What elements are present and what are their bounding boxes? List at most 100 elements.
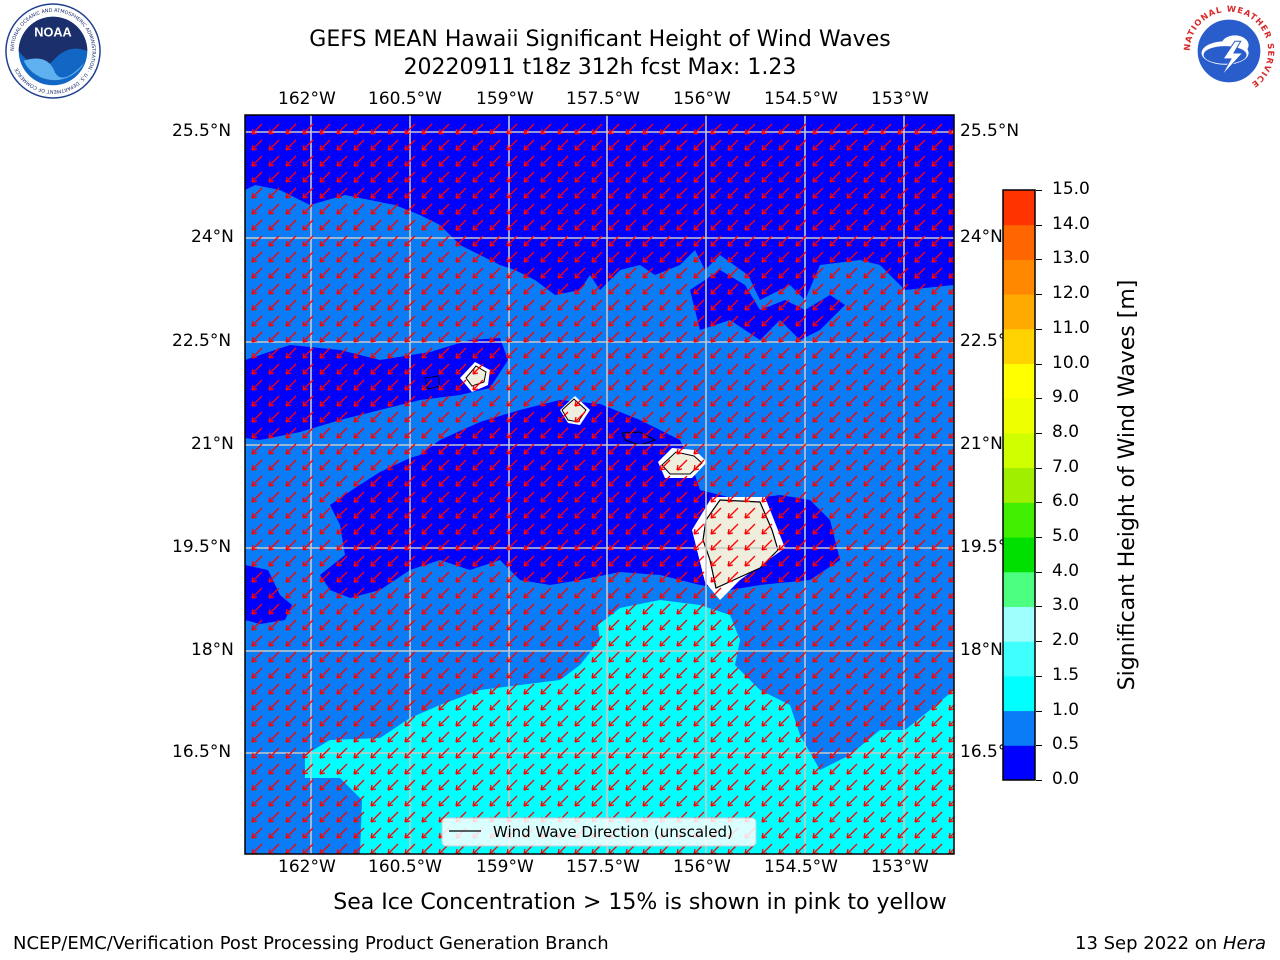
wind-wave-arrow: [404, 555, 416, 567]
wind-wave-arrow: [846, 779, 858, 791]
wind-wave-arrow: [302, 427, 314, 439]
wind-wave-arrow: [846, 379, 858, 391]
wind-wave-arrow: [336, 731, 348, 743]
wind-wave-arrow: [251, 395, 263, 407]
wind-wave-arrow: [642, 219, 654, 231]
colorbar-tick-label: 6.0: [1052, 491, 1080, 512]
wind-wave-arrow: [676, 587, 688, 599]
wind-wave-arrow: [659, 315, 671, 327]
wind-wave-arrow: [489, 779, 501, 791]
lat-label-left: 22.5°N: [172, 331, 232, 351]
wind-wave-arrow: [693, 267, 705, 279]
wind-wave-arrow: [812, 443, 824, 455]
wind-wave-arrow: [336, 379, 348, 391]
wind-wave-arrow: [319, 603, 331, 615]
wind-wave-arrow: [948, 704, 954, 711]
wind-wave-arrow: [506, 267, 518, 279]
wind-wave-arrow: [268, 203, 280, 215]
wind-wave-arrow: [727, 139, 739, 151]
wind-wave-arrow: [489, 459, 501, 471]
wind-wave-arrow: [540, 235, 552, 247]
wind-wave-arrow: [455, 747, 467, 759]
wind-wave-arrow: [472, 539, 484, 551]
wind-wave-arrow: [421, 459, 433, 471]
wind-wave-arrow: [438, 459, 450, 471]
wind-wave-arrow: [506, 731, 518, 743]
lat-label-left: 18°N: [191, 640, 234, 660]
wind-wave-arrow: [591, 363, 603, 375]
wind-wave-arrow: [948, 448, 954, 455]
wind-wave-arrow: [880, 347, 892, 359]
wind-wave-arrow: [948, 192, 954, 199]
wind-wave-arrow: [727, 507, 739, 519]
wind-wave-arrow: [404, 331, 416, 343]
wind-wave-arrow: [659, 619, 671, 631]
wind-wave-arrow: [846, 459, 858, 471]
wind-wave-arrow: [778, 635, 790, 647]
wind-wave-arrow: [268, 443, 280, 455]
wind-wave-arrow: [523, 139, 535, 151]
wind-wave-arrow: [319, 203, 331, 215]
wind-wave-arrow: [795, 683, 807, 695]
wind-wave-arrow: [761, 299, 773, 311]
wind-wave-direction-arrows: [251, 123, 954, 854]
wind-wave-arrow: [761, 459, 773, 471]
colorbar-segment: [1003, 745, 1035, 781]
wind-wave-arrow: [574, 635, 586, 647]
wind-wave-arrow: [540, 443, 552, 455]
wind-wave-arrow: [302, 827, 314, 839]
wind-wave-arrow: [387, 715, 399, 727]
wind-wave-arrow: [353, 203, 365, 215]
wind-wave-arrow: [370, 203, 382, 215]
wind-wave-arrow: [659, 507, 671, 519]
wind-wave-arrow: [812, 155, 824, 167]
wind-wave-arrow: [931, 459, 943, 471]
wind-wave-arrow: [642, 539, 654, 551]
wind-wave-arrow: [489, 571, 501, 583]
wind-wave-arrow: [387, 539, 399, 551]
wind-wave-arrow: [472, 171, 484, 183]
wind-wave-arrow: [489, 379, 501, 391]
wind-wave-arrow: [506, 651, 518, 663]
wind-wave-arrow: [914, 507, 926, 519]
wind-wave-arrow: [506, 347, 518, 359]
wind-wave-arrow: [404, 683, 416, 695]
wind-wave-arrow: [319, 347, 331, 359]
wind-wave-arrow: [387, 379, 399, 391]
wind-wave-arrow: [574, 171, 586, 183]
wind-wave-arrow: [268, 507, 280, 519]
wind-wave-arrow: [659, 331, 671, 343]
wind-wave-arrow: [540, 299, 552, 311]
wind-wave-arrow: [744, 571, 756, 583]
wind-wave-arrow: [489, 235, 501, 247]
wind-wave-arrow: [353, 571, 365, 583]
wind-wave-arrow: [931, 443, 943, 455]
wind-wave-arrow: [370, 635, 382, 647]
wind-wave-arrow: [897, 747, 909, 759]
wind-wave-arrow: [336, 283, 348, 295]
wind-wave-arrow: [931, 331, 943, 343]
wind-wave-arrow: [659, 635, 671, 647]
wind-wave-arrow: [829, 699, 841, 711]
wind-wave-arrow: [302, 251, 314, 263]
wind-wave-arrow: [455, 251, 467, 263]
wind-wave-arrow: [829, 523, 841, 535]
wind-wave-arrow: [540, 139, 552, 151]
wind-wave-arrow: [421, 699, 433, 711]
wind-wave-arrow: [370, 795, 382, 807]
wind-wave-arrow: [438, 731, 450, 743]
wind-wave-arrow: [761, 219, 773, 231]
wind-wave-arrow: [370, 427, 382, 439]
wind-wave-arrow: [268, 779, 280, 791]
lat-label-right: 21°N: [960, 434, 1003, 454]
wind-wave-arrow: [727, 571, 739, 583]
wind-wave-arrow: [489, 331, 501, 343]
wind-wave-arrow: [319, 283, 331, 295]
wind-wave-arrow: [812, 123, 824, 135]
wind-wave-arrow: [642, 683, 654, 695]
wind-wave-arrow: [455, 523, 467, 535]
wind-wave-arrow: [625, 219, 637, 231]
wind-wave-arrow: [931, 699, 943, 711]
wind-wave-arrow: [846, 763, 858, 775]
wind-wave-arrow: [625, 347, 637, 359]
